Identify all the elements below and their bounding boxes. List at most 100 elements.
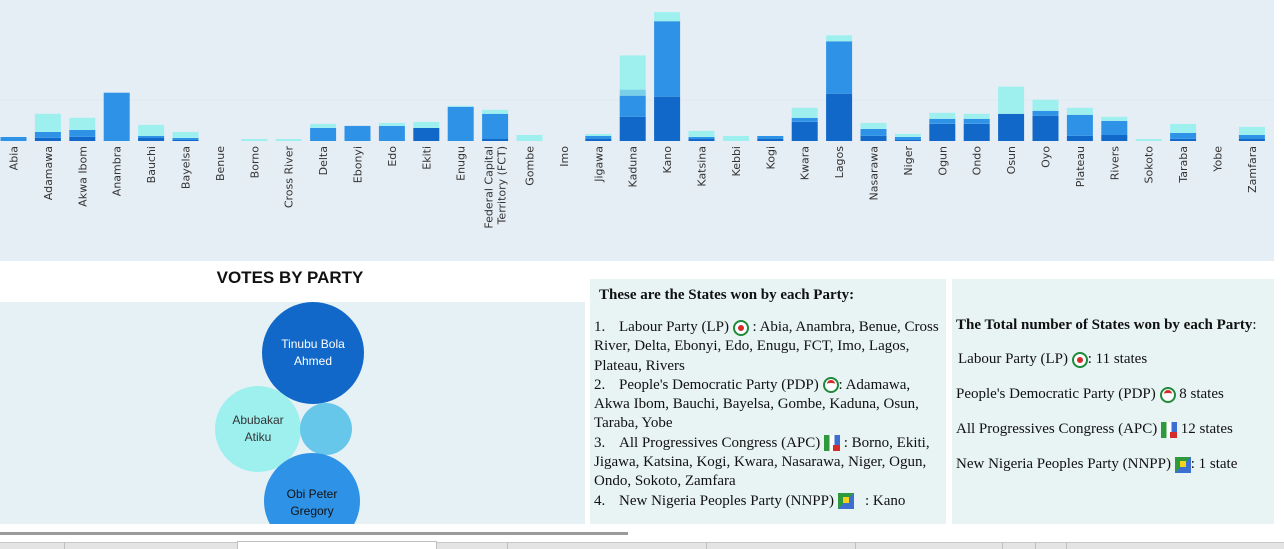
bar-segment[interactable] <box>138 136 165 138</box>
bar-segment[interactable] <box>585 136 612 139</box>
party-name: All Progressives Congress (APC) <box>619 434 821 451</box>
bar-segment[interactable] <box>826 93 853 141</box>
bar-segment[interactable] <box>929 112 956 119</box>
sheet-tab[interactable] <box>507 542 508 549</box>
bar-segment[interactable] <box>172 131 199 138</box>
bar-segment[interactable] <box>1066 114 1093 136</box>
bar-segment[interactable] <box>241 139 268 141</box>
bar-segment[interactable] <box>103 92 130 141</box>
bar-segment[interactable] <box>654 21 681 97</box>
bar-segment[interactable] <box>138 138 165 141</box>
bar-segment[interactable] <box>1135 139 1162 141</box>
bar-segment[interactable] <box>34 131 61 138</box>
bar-segment[interactable] <box>0 137 27 141</box>
bar-segment[interactable] <box>791 121 818 141</box>
bar-segment[interactable] <box>1101 116 1128 121</box>
bar-segment[interactable] <box>447 106 474 141</box>
bar-segment[interactable] <box>860 136 887 141</box>
bar-segment[interactable] <box>1032 115 1059 141</box>
total-pdp: People's Democratic Party (PDP) 8 states <box>956 385 1270 404</box>
bar-segment[interactable] <box>619 116 646 141</box>
bar-segment[interactable] <box>963 123 990 141</box>
bar-segment[interactable] <box>69 137 96 141</box>
bar-segment[interactable] <box>963 118 990 124</box>
bar-segment[interactable] <box>172 140 199 141</box>
bar-segment[interactable] <box>1238 126 1265 135</box>
bar-segment[interactable] <box>482 109 509 114</box>
bar-segment[interactable] <box>791 117 818 122</box>
bar-segment[interactable] <box>860 128 887 136</box>
bar-segment[interactable] <box>482 139 509 141</box>
bar-segment[interactable] <box>378 125 405 141</box>
bar-segment[interactable] <box>998 113 1025 141</box>
sheet-tab[interactable] <box>64 542 65 549</box>
bar-segment[interactable] <box>1238 135 1265 139</box>
state-tick-label: Kebbi <box>730 146 743 176</box>
sheet-tab[interactable] <box>706 542 707 549</box>
bar-segment[interactable] <box>929 118 956 124</box>
bar-segment[interactable] <box>34 113 61 132</box>
bar-segment[interactable] <box>688 137 715 139</box>
total-apc: All Progressives Congress (APC) 12 state… <box>956 420 1270 439</box>
bar-segment[interactable] <box>34 138 61 141</box>
bubble-other[interactable] <box>300 403 352 455</box>
bar-segment[interactable] <box>1066 136 1093 141</box>
bubble-obi[interactable]: Obi Peter Gregory <box>264 453 360 524</box>
bar-segment[interactable] <box>138 124 165 136</box>
bar-segment[interactable] <box>722 136 749 141</box>
bar-segment[interactable] <box>585 134 612 136</box>
bar-segment[interactable] <box>378 122 405 126</box>
bar-segment[interactable] <box>757 136 784 139</box>
bar-segment[interactable] <box>1101 135 1128 141</box>
sheet-tab[interactable] <box>1066 542 1067 549</box>
bar-segment[interactable] <box>1066 107 1093 115</box>
bar-segment[interactable] <box>482 113 509 139</box>
bar-segment[interactable] <box>1032 110 1059 116</box>
bar-segment[interactable] <box>894 133 921 137</box>
bar-segment[interactable] <box>688 139 715 141</box>
bar-segment[interactable] <box>69 117 96 130</box>
bar-segment[interactable] <box>1170 132 1197 139</box>
bar-segment[interactable] <box>894 140 921 141</box>
bar-segment[interactable] <box>654 12 681 22</box>
bar-segment[interactable] <box>654 96 681 141</box>
bar-segment[interactable] <box>619 89 646 96</box>
bar-segment[interactable] <box>619 55 646 90</box>
bar-segment[interactable] <box>310 123 337 128</box>
sheet-tab[interactable] <box>1002 542 1003 549</box>
bar-segment[interactable] <box>413 121 440 128</box>
horizontal-scrollbar[interactable] <box>0 532 628 535</box>
bar-segment[interactable] <box>1238 139 1265 141</box>
bar-segment[interactable] <box>929 123 956 141</box>
bar-segment[interactable] <box>791 107 818 118</box>
sheet-tab-active[interactable] <box>237 541 437 549</box>
sheet-tab[interactable] <box>855 542 856 549</box>
bar-segment[interactable] <box>998 86 1025 114</box>
bar-segment[interactable] <box>447 105 474 107</box>
bar-segment[interactable] <box>275 139 302 141</box>
bar-segment[interactable] <box>826 35 853 42</box>
bar-segment[interactable] <box>1101 120 1128 135</box>
sheet-tab[interactable] <box>1035 542 1036 549</box>
bar-segment[interactable] <box>172 138 199 140</box>
bar-segment[interactable] <box>69 129 96 137</box>
bar-segment[interactable] <box>894 137 921 140</box>
bubble-tinubu[interactable]: Tinubu Bola Ahmed <box>262 302 364 404</box>
bar-segment[interactable] <box>963 113 990 119</box>
bubble-atiku[interactable]: Abubakar Atiku <box>215 386 301 472</box>
party-name: New Nigeria Peoples Party (NNPP) <box>956 456 1171 472</box>
bar-segment[interactable] <box>585 139 612 141</box>
bar-segment[interactable] <box>1032 99 1059 111</box>
state-tick-label: Kwara <box>799 146 812 180</box>
bar-segment[interactable] <box>516 135 543 141</box>
bar-segment[interactable] <box>860 122 887 129</box>
bar-segment[interactable] <box>688 130 715 137</box>
bar-segment[interactable] <box>826 41 853 94</box>
bar-segment[interactable] <box>310 127 337 141</box>
bar-segment[interactable] <box>757 139 784 141</box>
bar-segment[interactable] <box>1170 139 1197 141</box>
bar-segment[interactable] <box>619 95 646 117</box>
bar-segment[interactable] <box>413 127 440 141</box>
bar-segment[interactable] <box>344 125 371 141</box>
bar-segment[interactable] <box>1170 123 1197 133</box>
